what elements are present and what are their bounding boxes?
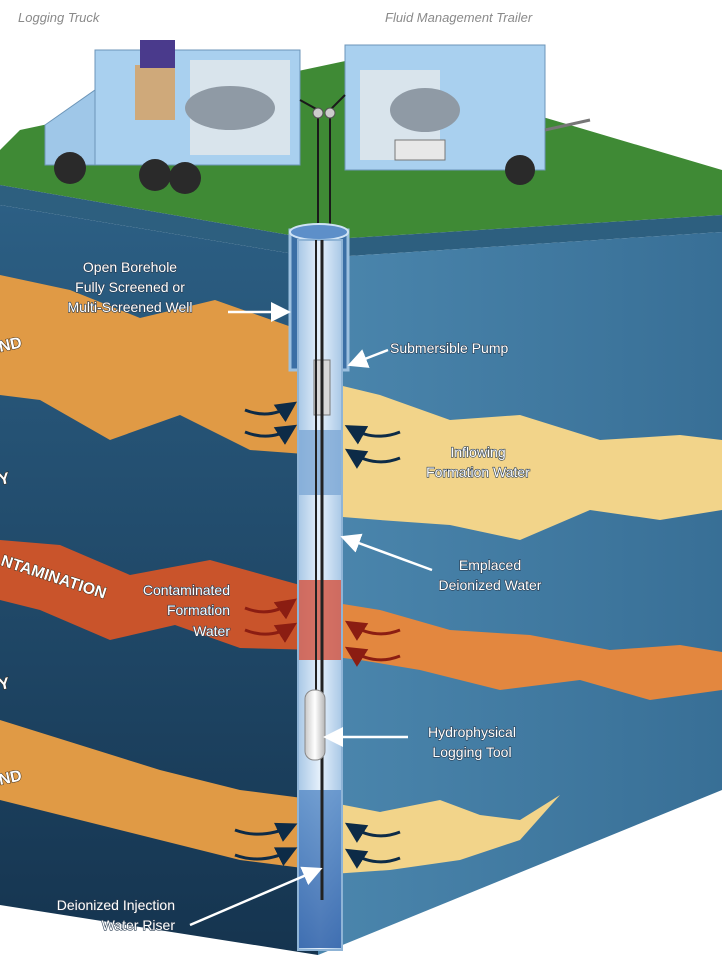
logging-tool-label-line2: Logging Tool [432,744,511,760]
injection-riser-label-line2: Water Riser [102,917,176,933]
fluid-management-trailer [344,44,591,185]
stratum-sand-1-left [0,275,318,455]
stratum-contamination-right [318,600,722,700]
logging-truck-label: Logging Truck [18,10,101,25]
stratum-label-4: ND [0,767,23,788]
submersible-pump-label: Submersible Pump [390,340,508,356]
open-borehole-label-line3: Multi-Screened Well [67,299,192,315]
open-borehole-label-line1: Open Borehole [83,259,177,275]
open-borehole-label-line2: Fully Screened or [75,279,185,295]
contaminated-water-label-line2: Formation [167,602,230,618]
emplaced-water-label-line2: Deionized Water [439,577,542,593]
fluid-trailer-label: Fluid Management Trailer [385,10,533,25]
water-column-bottom [299,790,341,948]
stratum-label-1: ND [0,334,23,355]
injection-riser-label-line1: Deionized Injection [57,897,175,913]
logging-tool-label-line1: Hydrophysical [428,724,516,740]
emplaced-water-label-line1: Emplaced [459,557,521,573]
stratum-contamination-left [0,540,318,650]
stratum-sand-2-right [318,795,560,875]
water-column-top [299,430,341,495]
contaminated-water-label-line1: Contaminated [143,582,230,598]
logging-tool [304,689,326,761]
inflow-arrows-upper [244,401,401,469]
inflow-arrows-contaminated [244,598,401,667]
deionized-pointer [340,533,433,572]
inflowing-water-label-line1: Inflowing [450,444,505,460]
contaminated-water-label-line3: Water [193,623,230,639]
stratum-sand-1-right [318,380,722,540]
logging-truck [44,40,301,194]
contaminated-water-zone [299,580,341,660]
riser-pointer [189,866,323,927]
pump-pointer [347,348,389,368]
inflowing-water-label-line2: Formation Water [426,464,530,480]
inflow-arrows-lower [234,822,401,869]
soil-top-edge [0,185,722,258]
